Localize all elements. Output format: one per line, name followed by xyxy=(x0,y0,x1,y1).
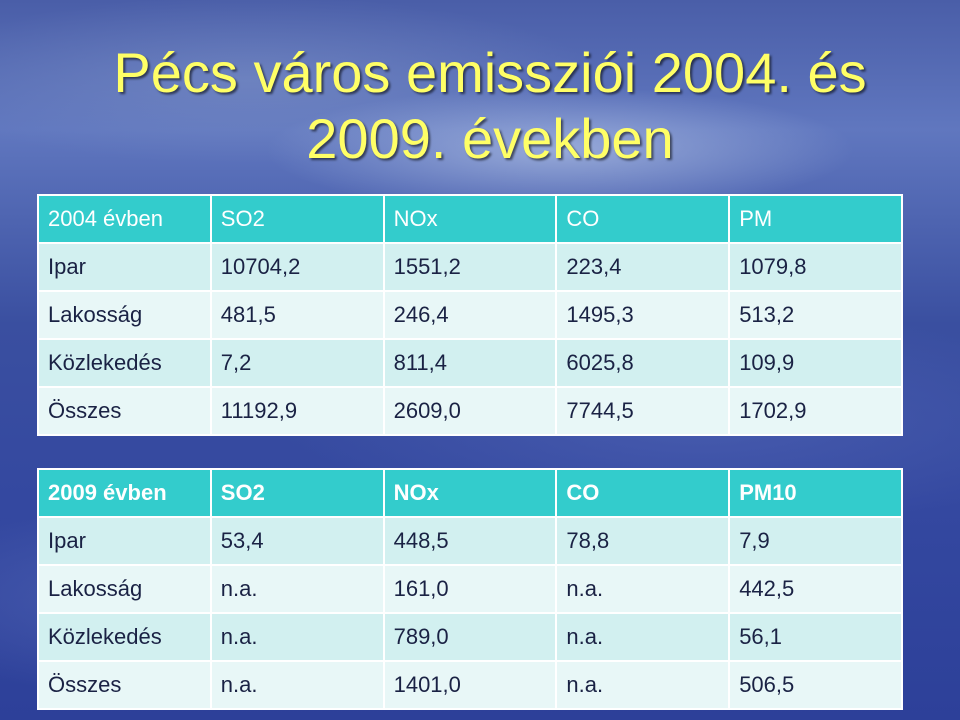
table-cell: 2609,0 xyxy=(382,386,558,436)
table-cell: n.a. xyxy=(555,612,731,662)
emissions-table-2009: 2009 évben SO2 NOx CO PM10 Ipar 53,4 448… xyxy=(37,468,903,710)
header-cell-so2: SO2 xyxy=(209,194,385,244)
row-label: Összes xyxy=(37,386,212,436)
table-cell: 811,4 xyxy=(382,338,558,388)
table-row: Összes 11192,9 2609,0 7744,5 1702,9 xyxy=(37,386,903,436)
table-cell: 53,4 xyxy=(209,516,385,566)
table-cell: 56,1 xyxy=(728,612,903,662)
table-cell: 223,4 xyxy=(555,242,731,292)
table-cell: 161,0 xyxy=(382,564,558,614)
table-cell: 7,9 xyxy=(728,516,903,566)
header-cell-pm10: PM10 xyxy=(728,468,903,518)
table-row: Lakosság 481,5 246,4 1495,3 513,2 xyxy=(37,290,903,340)
table-cell: 506,5 xyxy=(728,660,903,710)
row-label: Lakosság xyxy=(37,564,212,614)
header-cell-so2: SO2 xyxy=(209,468,385,518)
table-cell: 1079,8 xyxy=(728,242,903,292)
table-cell: 7,2 xyxy=(209,338,385,388)
table-cell: 109,9 xyxy=(728,338,903,388)
table-cell: n.a. xyxy=(555,564,731,614)
table-cell: 78,8 xyxy=(555,516,731,566)
table-cell: n.a. xyxy=(209,564,385,614)
header-cell-nox: NOx xyxy=(382,194,558,244)
row-label: Közlekedés xyxy=(37,338,212,388)
table-header-row: 2009 évben SO2 NOx CO PM10 xyxy=(37,468,903,518)
table-row: Közlekedés n.a. 789,0 n.a. 56,1 xyxy=(37,612,903,662)
emissions-table-2004: 2004 évben SO2 NOx CO PM Ipar 10704,2 15… xyxy=(37,194,903,436)
table-cell: 1551,2 xyxy=(382,242,558,292)
header-cell-year: 2009 évben xyxy=(37,468,212,518)
table-cell: n.a. xyxy=(209,612,385,662)
table-cell: 442,5 xyxy=(728,564,903,614)
table-row: Összes n.a. 1401,0 n.a. 506,5 xyxy=(37,660,903,710)
table-cell: n.a. xyxy=(209,660,385,710)
table-cell: 481,5 xyxy=(209,290,385,340)
table-row: Lakosság n.a. 161,0 n.a. 442,5 xyxy=(37,564,903,614)
row-label: Összes xyxy=(37,660,212,710)
header-cell-co: CO xyxy=(555,468,731,518)
row-label: Közlekedés xyxy=(37,612,212,662)
table-cell: 7744,5 xyxy=(555,386,731,436)
header-cell-year: 2004 évben xyxy=(37,194,212,244)
table-header-row: 2004 évben SO2 NOx CO PM xyxy=(37,194,903,244)
table-cell: 1401,0 xyxy=(382,660,558,710)
row-label: Lakosság xyxy=(37,290,212,340)
table-cell: 10704,2 xyxy=(209,242,385,292)
row-label: Ipar xyxy=(37,516,212,566)
table-row: Ipar 53,4 448,5 78,8 7,9 xyxy=(37,516,903,566)
table-cell: 513,2 xyxy=(728,290,903,340)
table-cell: 448,5 xyxy=(382,516,558,566)
table-cell: 1702,9 xyxy=(728,386,903,436)
header-cell-nox: NOx xyxy=(382,468,558,518)
table-cell: 6025,8 xyxy=(555,338,731,388)
table-cell: 1495,3 xyxy=(555,290,731,340)
table-row: Közlekedés 7,2 811,4 6025,8 109,9 xyxy=(37,338,903,388)
header-cell-co: CO xyxy=(555,194,731,244)
row-label: Ipar xyxy=(37,242,212,292)
table-cell: n.a. xyxy=(555,660,731,710)
table-row: Ipar 10704,2 1551,2 223,4 1079,8 xyxy=(37,242,903,292)
header-cell-pm: PM xyxy=(728,194,903,244)
table-cell: 246,4 xyxy=(382,290,558,340)
slide-title: Pécs város emissziói 2004. és 2009. évek… xyxy=(113,41,867,170)
table-cell: 11192,9 xyxy=(209,386,385,436)
table-cell: 789,0 xyxy=(382,612,558,662)
